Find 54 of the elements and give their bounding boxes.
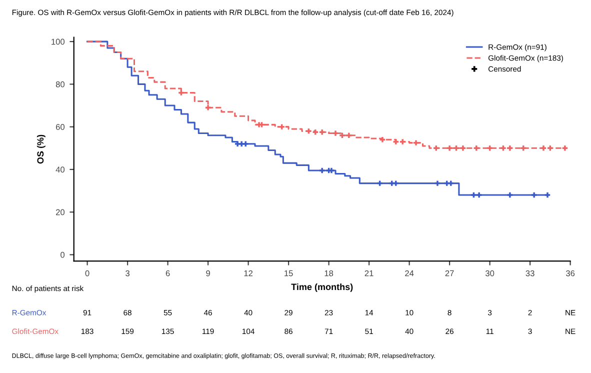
x-tick-label: 18 — [324, 270, 334, 276]
point — [562, 146, 568, 151]
point — [474, 146, 479, 151]
x-tick-label: 30 — [485, 270, 494, 276]
x-tick-label: 24 — [405, 270, 414, 276]
point — [393, 139, 398, 144]
point — [500, 146, 506, 151]
point — [476, 192, 482, 198]
point — [454, 146, 459, 151]
x-tick-label: 27 — [445, 270, 454, 276]
point — [434, 180, 440, 186]
point — [178, 90, 184, 96]
point — [377, 180, 382, 186]
y-axis-title: OS (%) — [36, 134, 46, 164]
y-tick-label: 60 — [56, 124, 65, 130]
y-tick-label: 0 — [60, 252, 65, 258]
x-tick-label: 21 — [364, 270, 374, 276]
point — [400, 139, 406, 144]
point — [319, 168, 325, 174]
point — [487, 146, 492, 151]
point — [319, 130, 325, 135]
point — [205, 105, 211, 110]
point — [448, 180, 454, 186]
x-tick-label: 3 — [126, 270, 130, 276]
y-tick-label: 40 — [56, 166, 65, 173]
x-tick-label: 33 — [526, 270, 534, 276]
point — [548, 146, 553, 151]
x-tick-label: 15 — [284, 270, 293, 276]
y-tick-label: 80 — [56, 81, 65, 88]
point — [544, 192, 550, 198]
x-tick-label: 12 — [244, 270, 253, 276]
point — [413, 140, 419, 146]
x-tick-label: 6 — [166, 270, 170, 276]
point — [312, 130, 318, 135]
point — [393, 180, 398, 186]
point — [507, 192, 513, 198]
point — [507, 146, 513, 151]
y-tick-label: 20 — [56, 209, 65, 216]
point — [540, 146, 546, 151]
x-tick-label: 36 — [566, 270, 575, 276]
point — [460, 146, 466, 151]
point — [340, 132, 345, 138]
point — [380, 137, 386, 142]
point — [279, 124, 284, 130]
x-tick-label: 9 — [206, 270, 210, 276]
point — [471, 192, 476, 198]
point — [346, 132, 352, 138]
point — [306, 128, 312, 134]
point — [332, 130, 338, 136]
x-tick-label: 0 — [85, 270, 90, 276]
y-tick-label: 100 — [52, 38, 65, 45]
point — [446, 146, 452, 151]
point — [531, 192, 537, 198]
x-axis-title: Time (months) — [291, 283, 353, 292]
